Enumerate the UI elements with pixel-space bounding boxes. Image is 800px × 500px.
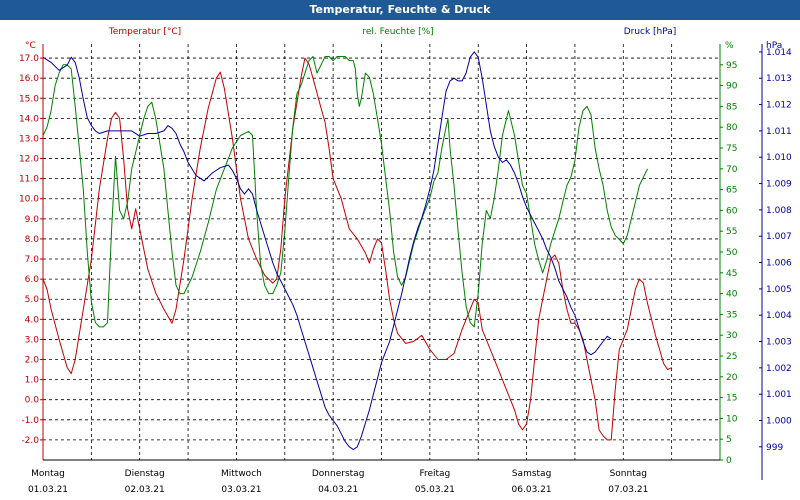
temperature-axis-label: Temperatur [°C]	[108, 27, 181, 37]
temperature-tick-label: 4.0	[25, 315, 40, 325]
pressure-tick-label: 1.007	[766, 232, 792, 242]
humidity-tick-label: 95	[726, 61, 737, 71]
humidity-tick-label: 45	[726, 269, 737, 279]
temperature-tick-label: 3.0	[25, 335, 40, 345]
humidity-tick-label: 25	[726, 352, 737, 362]
temperature-tick-label: 17.0	[19, 54, 39, 64]
temperature-tick-label: 2.0	[25, 356, 40, 366]
temperature-tick-label: 11.0	[19, 175, 39, 185]
pressure-axis-label: Druck [hPa]	[624, 27, 677, 37]
weekday-label: Freitag	[419, 469, 450, 479]
date-label: 06.03.21	[512, 485, 552, 495]
humidity-tick-label: 15	[726, 394, 737, 404]
temperature-tick-label: 14.0	[19, 114, 39, 124]
pressure-tick-label: 1.001	[766, 390, 792, 400]
pressure-tick-label: 1.011	[766, 127, 792, 137]
pressure-tick-label: 1.002	[766, 364, 792, 374]
humidity-tick-label: 0	[726, 456, 732, 466]
weekday-label: Donnerstag	[312, 469, 365, 479]
pressure-series-line	[42, 51, 612, 450]
temperature-unit: °C	[25, 41, 36, 51]
humidity-tick-label: 40	[726, 290, 738, 300]
temperature-ticks: 17.0 16.0 15.0 14.0 13.0 12.0 11.0 10.0 9.0 8.0 7.…	[19, 54, 43, 446]
humidity-tick-label: 80	[726, 123, 738, 133]
date-label: 01.03.21	[28, 485, 68, 495]
pressure-tick-label: 999	[766, 443, 783, 453]
temperature-tick-label: 0.0	[25, 396, 40, 406]
humidity-tick-label: 85	[726, 102, 737, 112]
temperature-tick-label: -1.0	[21, 416, 39, 426]
temperature-tick-label: 1.0	[25, 376, 40, 386]
weekday-label: Mittwoch	[221, 469, 262, 479]
temperature-tick-label: 13.0	[19, 134, 39, 144]
humidity-tick-label: 5	[726, 435, 732, 445]
humidity-series-line	[42, 56, 648, 328]
pressure-tick-label: 1.013	[766, 74, 792, 84]
humidity-tick-label: 65	[726, 186, 737, 196]
humidity-axis-label: rel. Feuchte [%]	[362, 27, 433, 37]
humidity-tick-label: 60	[726, 206, 738, 216]
pressure-tick-label: 1.004	[766, 311, 792, 321]
date-label: 07.03.21	[608, 485, 648, 495]
temperature-tick-label: 8.0	[25, 235, 40, 245]
pressure-tick-label: 1.010	[766, 153, 792, 163]
humidity-tick-label: 35	[726, 310, 737, 320]
pressure-tick-label: 1.009	[766, 180, 792, 190]
temperature-tick-label: 12.0	[19, 155, 39, 165]
date-label: 05.03.21	[415, 485, 455, 495]
grid	[43, 44, 720, 460]
pressure-tick-label: 1.014	[766, 48, 792, 58]
humidity-tick-label: 90	[726, 82, 738, 92]
weekday-label: Samstag	[512, 469, 551, 479]
weekday-label: Sonntag	[610, 469, 647, 479]
pressure-tick-label: 1.003	[766, 338, 792, 348]
pressure-tick-label: 1.005	[766, 285, 792, 295]
temperature-tick-label: -2.0	[21, 436, 39, 446]
temperature-tick-label: 16.0	[19, 74, 39, 84]
humidity-unit: %	[725, 41, 734, 51]
humidity-tick-label: 75	[726, 144, 737, 154]
temperature-tick-label: 5.0	[25, 295, 40, 305]
date-label: 02.03.21	[125, 485, 165, 495]
humidity-tick-label: 50	[726, 248, 738, 258]
date-label: 03.03.21	[221, 485, 261, 495]
x-axis-labels: Montag 01.03.21 Dienstag 02.03.21 Mittwoch 03…	[28, 469, 648, 495]
temperature-tick-label: 15.0	[19, 94, 39, 104]
pressure-tick-label: 1.000	[766, 417, 792, 427]
pressure-tick-label: 1.012	[766, 101, 792, 111]
temperature-tick-label: 6.0	[25, 275, 40, 285]
pressure-tick-label: 1.008	[766, 206, 792, 216]
humidity-tick-label: 10	[726, 414, 738, 424]
humidity-tick-label: 70	[726, 165, 738, 175]
series-lines	[42, 51, 672, 450]
temperature-series-line	[42, 57, 672, 441]
pressure-tick-label: 1.006	[766, 259, 792, 269]
window-title: Temperatur, Feuchte & Druck	[0, 0, 800, 20]
chart: 17.0 16.0 15.0 14.0 13.0 12.0 11.0 10.0 9.0 8.0 7.…	[0, 20, 800, 500]
date-label: 04.03.21	[318, 485, 358, 495]
weekday-label: Dienstag	[125, 469, 165, 479]
humidity-tick-label: 55	[726, 227, 737, 237]
plot-area	[0, 20, 800, 500]
weekday-label: Montag	[31, 469, 65, 479]
temperature-tick-label: 10.0	[19, 195, 39, 205]
temperature-tick-label: 9.0	[25, 215, 40, 225]
humidity-tick-label: 30	[726, 331, 738, 341]
pressure-unit: hPa	[766, 41, 782, 51]
humidity-tick-label: 20	[726, 373, 738, 383]
pressure-ticks: 1.014 1.013 1.012 1.011 1.010 1.009 1.008 1.007…	[759, 48, 792, 453]
temperature-tick-label: 7.0	[25, 255, 40, 265]
